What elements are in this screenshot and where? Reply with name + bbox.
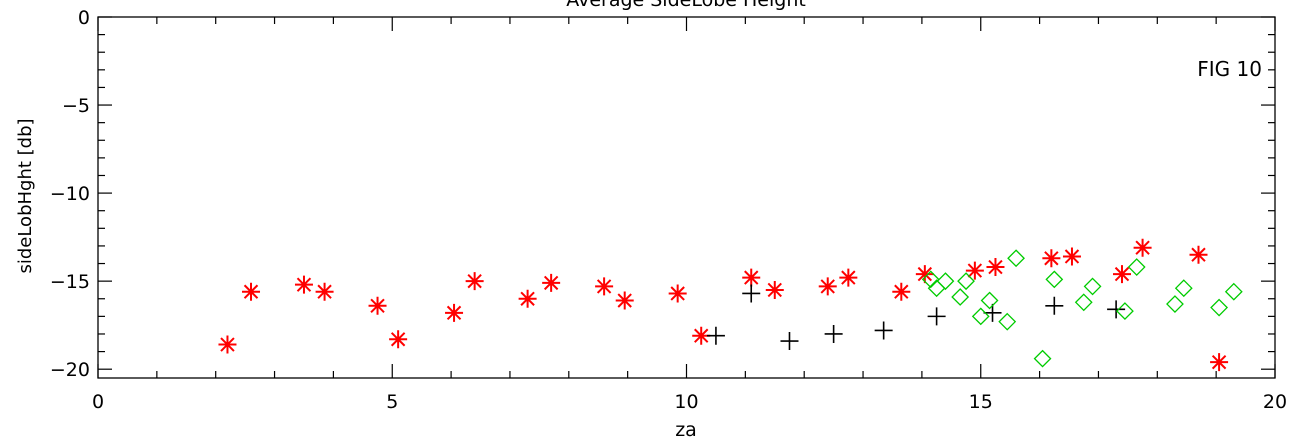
diamond-point (1083, 277, 1102, 296)
y-axis-label: sideLobHght [db] (15, 118, 36, 273)
plus-point (927, 307, 946, 326)
asterisk-point (892, 282, 911, 301)
tick-labels: 0 5 10 15 20 0 −5 −10 −15 −20 (50, 7, 1287, 413)
axis-ticks (97, 16, 1276, 378)
asterisk-point (965, 261, 984, 280)
y-tick-label: 0 (78, 7, 90, 29)
asterisk-point (915, 265, 934, 284)
diamond-point (921, 270, 940, 289)
asterisk-point (1210, 353, 1229, 372)
asterisk-point (1042, 249, 1061, 268)
asterisk-point (315, 282, 334, 301)
plot-frame (97, 16, 1276, 379)
diamond-point (1045, 270, 1064, 289)
asterisk-point (242, 282, 261, 301)
plus-point (824, 324, 843, 343)
diamond-point (998, 312, 1017, 331)
x-tick-label: 5 (386, 391, 398, 413)
asterisk-point (1189, 245, 1208, 264)
plus-point (780, 332, 799, 351)
diamond-point (1007, 249, 1025, 268)
chart-title: Average SideLobe Height (566, 0, 806, 11)
asterisk-point (692, 326, 711, 345)
x-tick-label: 0 (92, 391, 104, 413)
y-tick-label: −10 (50, 183, 90, 205)
diamond-point (1224, 282, 1243, 301)
diamond-point (927, 279, 946, 298)
diamond-point (1210, 298, 1229, 317)
data-markers (218, 238, 1243, 372)
asterisk-point (595, 277, 614, 296)
diamond-point (1116, 302, 1134, 321)
asterisk-point (1062, 247, 1081, 266)
y-tick-label: −20 (50, 359, 90, 381)
y-tick-label: −15 (50, 271, 90, 293)
asterisk-point (445, 303, 464, 322)
asterisk-point (518, 289, 537, 308)
asterisk-point (368, 296, 387, 315)
asterisk-point (389, 330, 408, 349)
asterisk-point (294, 275, 313, 294)
asterisk-point (742, 268, 761, 287)
x-axis-label: za (675, 419, 697, 441)
x-tick-label: 20 (1263, 391, 1287, 413)
diamond-point (1074, 293, 1093, 312)
plus-point (983, 303, 1002, 322)
figure-annotation: FIG 10 (1197, 57, 1262, 81)
diamond-point (951, 288, 970, 306)
x-tick-label: 10 (674, 391, 698, 413)
asterisk-point (839, 268, 858, 287)
asterisk-point (1133, 238, 1152, 257)
plus-point (1107, 300, 1126, 319)
x-tick-label: 15 (969, 391, 993, 413)
asterisk-point (668, 284, 687, 303)
asterisk-point (818, 277, 837, 296)
diamond-point (1174, 279, 1193, 298)
y-tick-label: −5 (62, 95, 90, 117)
asterisk-point (765, 280, 784, 299)
diamond-point (1033, 349, 1052, 368)
diamond-point (1166, 295, 1184, 313)
diamond-point (957, 272, 975, 291)
diamond-point (980, 291, 999, 310)
asterisk-point (615, 291, 634, 310)
asterisk-point (542, 273, 561, 292)
asterisk-point (1112, 265, 1131, 284)
asterisk-point (218, 335, 237, 354)
asterisk-point (986, 258, 1005, 277)
plus-point (706, 326, 725, 345)
diamond-point (936, 272, 955, 291)
plus-point (742, 284, 761, 303)
plus-point (1045, 296, 1064, 315)
diamond-point (1127, 258, 1146, 276)
plus-point (874, 321, 893, 340)
diamond-point (971, 307, 990, 326)
asterisk-point (465, 272, 484, 291)
